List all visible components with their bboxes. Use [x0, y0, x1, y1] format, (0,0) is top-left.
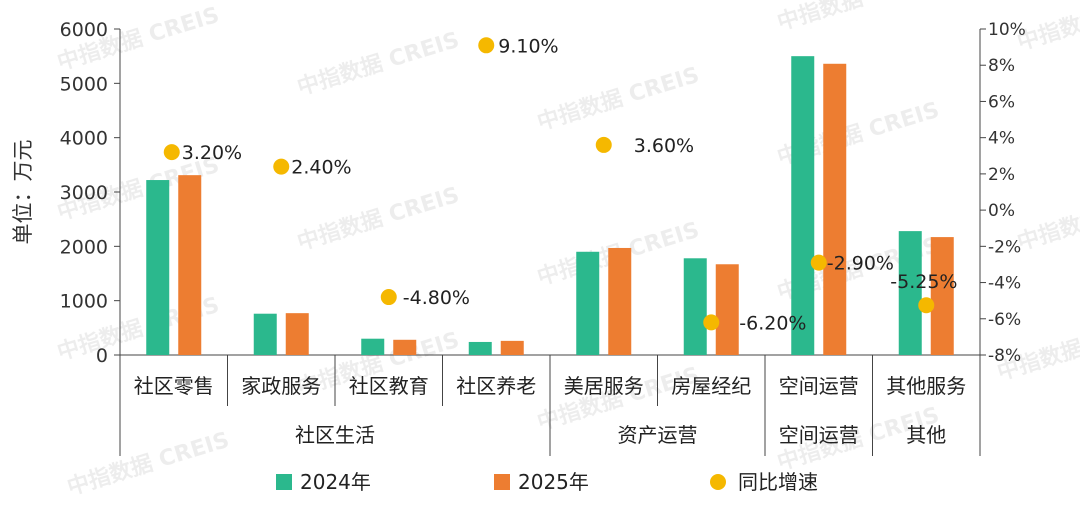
- legend-swatch-growth: [710, 474, 726, 490]
- category-label: 空间运营: [779, 374, 859, 398]
- bar-series1: [898, 231, 922, 355]
- category-label: 房屋经纪: [671, 374, 751, 398]
- bar-series1: [683, 258, 707, 355]
- growth-dot: [478, 37, 495, 54]
- y-tick-label: 1000: [60, 291, 108, 313]
- y2-tick-label: 6%: [988, 92, 1015, 112]
- y-tick-label: 5000: [60, 73, 108, 95]
- bar-series2: [930, 237, 954, 355]
- y-tick-label: 6000: [60, 19, 108, 41]
- bar-series1: [791, 56, 815, 356]
- bar-series2: [285, 313, 309, 355]
- watermark-text: 中指数据 CREIS: [1014, 182, 1080, 256]
- y2-tick-label: -8%: [988, 346, 1021, 366]
- growth-label: -2.90%: [827, 253, 894, 275]
- growth-dot: [380, 289, 397, 306]
- growth-label: 3.60%: [634, 135, 694, 157]
- legend-label-2024: 2024年: [300, 470, 371, 494]
- category-label: 美居服务: [564, 374, 644, 398]
- bar-series1: [361, 338, 385, 355]
- growth-label: 3.20%: [182, 142, 242, 164]
- growth-dot: [273, 158, 290, 175]
- growth-dot: [918, 297, 935, 314]
- bar-series1: [253, 313, 277, 355]
- bar-series1: [576, 251, 600, 355]
- growth-dot: [810, 254, 827, 271]
- watermark-text: 中指数据 CREIS: [774, 0, 942, 36]
- watermark-text: 中指数据 CREIS: [64, 427, 232, 501]
- y-tick-label: 4000: [60, 128, 108, 150]
- y2-tick-label: 8%: [988, 56, 1015, 76]
- growth-label: 2.40%: [291, 157, 351, 179]
- growth-dot: [595, 136, 612, 153]
- bar-series2: [500, 340, 524, 355]
- y2-tick-label: -2%: [988, 237, 1021, 257]
- growth-label: -5.25%: [890, 271, 957, 293]
- growth-label: -4.80%: [403, 287, 470, 309]
- group-label: 空间运营: [779, 423, 859, 447]
- y-axis-title: 单位：万元: [11, 140, 35, 245]
- legend-swatch-2024: [276, 474, 292, 490]
- bar-series2: [823, 63, 847, 355]
- y-tick-label: 2000: [60, 236, 108, 258]
- bar-series2: [715, 264, 739, 355]
- y2-tick-label: -6%: [988, 310, 1021, 330]
- bar-series2: [178, 175, 202, 355]
- growth-dot: [703, 314, 720, 331]
- legend-label-growth: 同比增速: [738, 470, 818, 494]
- legend-swatch-2025: [494, 474, 510, 490]
- growth-label: 9.10%: [498, 35, 558, 57]
- watermark-text: 中指数据 CREIS: [294, 27, 462, 101]
- watermark-text: 中指数据 CREIS: [294, 182, 462, 256]
- y2-tick-label: 10%: [988, 20, 1026, 40]
- category-label: 社区养老: [456, 374, 536, 398]
- y-tick-label: 3000: [60, 182, 108, 204]
- category-label: 家政服务: [241, 374, 321, 398]
- y2-tick-label: 4%: [988, 129, 1015, 149]
- group-label: 其他: [906, 423, 946, 447]
- group-label: 社区生活: [295, 423, 375, 447]
- growth-dot: [163, 144, 180, 161]
- group-label: 资产运营: [618, 423, 698, 447]
- y2-tick-label: 2%: [988, 165, 1015, 185]
- category-label: 社区教育: [349, 374, 429, 398]
- bar-series2: [393, 339, 417, 355]
- y2-tick-label: -4%: [988, 274, 1021, 294]
- growth-label: -6.20%: [739, 312, 806, 334]
- bar-series1: [146, 180, 170, 355]
- y2-tick-label: 0%: [988, 201, 1015, 221]
- y-tick-label: 0: [96, 345, 108, 367]
- legend-label-2025: 2025年: [518, 470, 589, 494]
- category-label: 其他服务: [886, 374, 966, 398]
- category-label: 社区零售: [134, 374, 214, 398]
- bar-series2: [608, 247, 632, 355]
- watermark-text: 中指数据 CREIS: [534, 62, 702, 136]
- bar-series1: [468, 341, 492, 355]
